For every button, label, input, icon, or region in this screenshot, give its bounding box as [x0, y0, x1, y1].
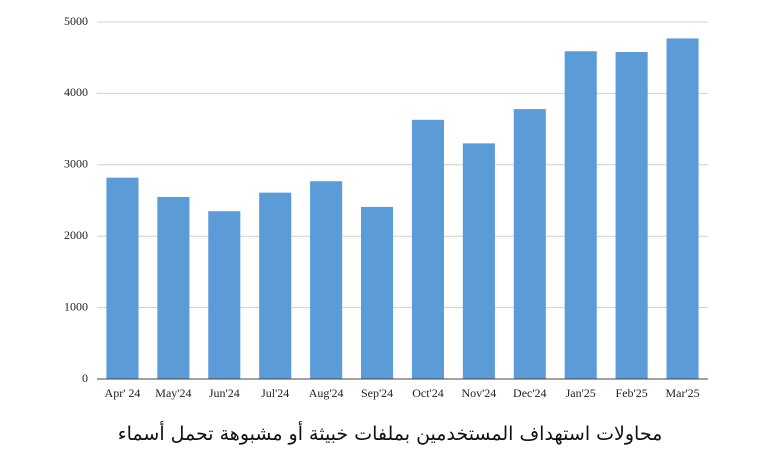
x-tick-label: Oct'24: [412, 386, 444, 400]
bar: [615, 51, 648, 379]
y-tick-label: 3000: [64, 157, 88, 171]
bar: [666, 38, 699, 380]
y-tick-label: 4000: [64, 85, 88, 99]
x-tick-label: Sep'24: [361, 386, 393, 400]
y-tick-label: 5000: [64, 14, 88, 28]
x-tick-label: Jan'25: [566, 386, 596, 400]
y-tick-label: 0: [82, 371, 88, 385]
bar: [208, 211, 241, 379]
y-tick-label: 2000: [64, 228, 88, 242]
bar: [310, 181, 343, 379]
bar: [361, 206, 394, 379]
bar: [462, 143, 495, 379]
chart-caption: محاولات استهداف المستخدمين بملفات خبيثة …: [118, 421, 663, 445]
x-tick-label: Jun'24: [209, 386, 240, 400]
x-tick-label: Dec'24: [513, 386, 546, 400]
bar: [157, 196, 190, 379]
bar: [259, 192, 292, 379]
x-tick-label: May'24: [155, 386, 191, 400]
bar: [411, 119, 444, 380]
y-tick-label: 1000: [64, 299, 88, 313]
x-tick-label: Jul'24: [261, 386, 289, 400]
bar: [106, 177, 139, 379]
x-tick-label: Aug'24: [309, 386, 344, 400]
bar: [564, 51, 597, 380]
x-tick-label: Mar'25: [665, 386, 699, 400]
bar: [513, 109, 546, 379]
x-tick-label: Nov'24: [461, 386, 496, 400]
x-tick-label: Apr' 24: [105, 386, 141, 400]
x-tick-label: Feb'25: [616, 386, 648, 400]
